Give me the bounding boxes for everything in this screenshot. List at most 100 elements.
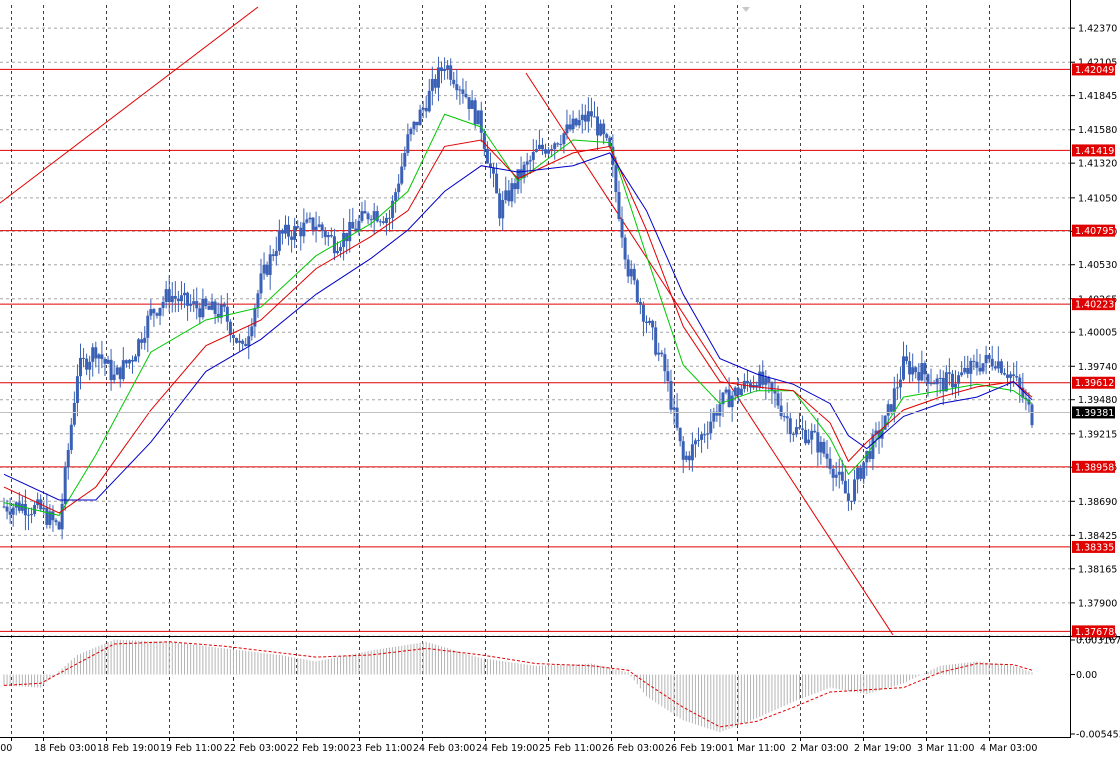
candle-body (495, 173, 499, 194)
level-tag-label: 1.41419 (1075, 146, 1114, 157)
candle-body (837, 471, 841, 475)
time-label: 2 Mar 03:00 (791, 743, 848, 754)
candle-body (669, 381, 673, 410)
candle-body (256, 293, 260, 309)
candle-body (614, 165, 618, 193)
candle-body (94, 347, 98, 359)
candle-body (5, 506, 9, 512)
candle-body (433, 78, 437, 88)
candle-body (908, 361, 912, 375)
candle-body (461, 89, 465, 94)
candle-body (167, 289, 171, 303)
candle-body (11, 507, 15, 515)
candle-body (571, 118, 575, 130)
candle-body (602, 123, 606, 135)
candle-body (657, 352, 661, 355)
candle-body (675, 407, 679, 428)
candle-body (326, 235, 330, 238)
level-tag-label: 1.42049 (1075, 65, 1114, 76)
candle-body (510, 183, 514, 202)
candle-body (504, 190, 508, 201)
candle-body (917, 372, 921, 381)
level-tag (1072, 540, 1115, 553)
candle-body (351, 221, 355, 229)
level-tag (1072, 376, 1115, 389)
candle-body (36, 499, 40, 506)
candle-body (773, 390, 777, 394)
candle-body (458, 89, 462, 91)
candle-body (898, 379, 902, 388)
candle-body (565, 124, 569, 134)
candle-body (1030, 404, 1034, 426)
candle-body (709, 421, 713, 434)
level-tag (1072, 224, 1115, 237)
candle-body (57, 522, 61, 530)
candle-body (69, 424, 73, 450)
candle-body (97, 354, 101, 359)
price-label: 1.41320 (1078, 159, 1117, 170)
level-tag (1072, 63, 1115, 76)
candle-body (183, 292, 187, 296)
candle-body (999, 361, 1003, 374)
candle-body (782, 416, 786, 418)
time-label: 24 Feb 03:00 (413, 743, 475, 754)
candle-body (996, 361, 1000, 369)
candle-body (485, 148, 489, 164)
level-tag-label: 1.40223 (1075, 300, 1114, 311)
candle-body (923, 363, 927, 375)
candle-body (785, 416, 789, 419)
candle-body (155, 313, 159, 316)
candle-body (412, 121, 416, 129)
indicator-label: 0.003167 (1076, 636, 1120, 647)
trend-lines[interactable] (0, 6, 894, 635)
candle-body (727, 389, 731, 408)
candle-body (109, 359, 113, 381)
candle-body (825, 453, 829, 459)
candle-body (339, 247, 343, 251)
candle-body (794, 427, 798, 435)
candle-body (611, 146, 615, 166)
price-label: 1.38425 (1078, 531, 1117, 542)
candle-body (660, 352, 664, 355)
candle-body (72, 402, 76, 425)
candle-body (770, 382, 774, 391)
candle-body (724, 389, 728, 393)
candle-body (63, 466, 67, 504)
candle-body (617, 192, 621, 220)
indicator-label: -0.005453 (1076, 730, 1120, 741)
time-label: 4 Mar 03:00 (980, 743, 1037, 754)
candle-body (403, 152, 407, 167)
shift-marker-icon[interactable] (742, 7, 750, 12)
main-plot-area[interactable] (0, 5, 1070, 635)
candle-body (868, 450, 872, 459)
level-price-tags: 1.42049 1.41419 1.40795 1.40223 1.39612 1.389… (1072, 63, 1115, 638)
candle-body (492, 167, 496, 174)
candle-body (957, 375, 961, 384)
candle-body (721, 392, 725, 405)
candle-body (421, 107, 425, 110)
candle-body (791, 434, 795, 436)
candle-body (323, 230, 327, 238)
candle-body (507, 190, 511, 202)
candle-body (874, 430, 878, 435)
candle-body (1024, 397, 1028, 400)
candle-body (706, 433, 710, 435)
candle-body (287, 224, 291, 237)
moving-average-line (3, 113, 1033, 516)
candle-body (290, 236, 294, 240)
candle-body (629, 268, 633, 277)
candle-body (764, 377, 768, 385)
candle-body (749, 383, 753, 388)
time-label: 25 Feb 11:00 (539, 743, 601, 754)
candle-body (418, 109, 422, 126)
candle-body (250, 326, 254, 337)
candle-body (739, 388, 743, 396)
candle-body (1009, 374, 1013, 378)
candle-body (305, 219, 309, 223)
candle-body (528, 160, 532, 162)
candle-body (801, 428, 805, 430)
candle-body (938, 377, 942, 379)
